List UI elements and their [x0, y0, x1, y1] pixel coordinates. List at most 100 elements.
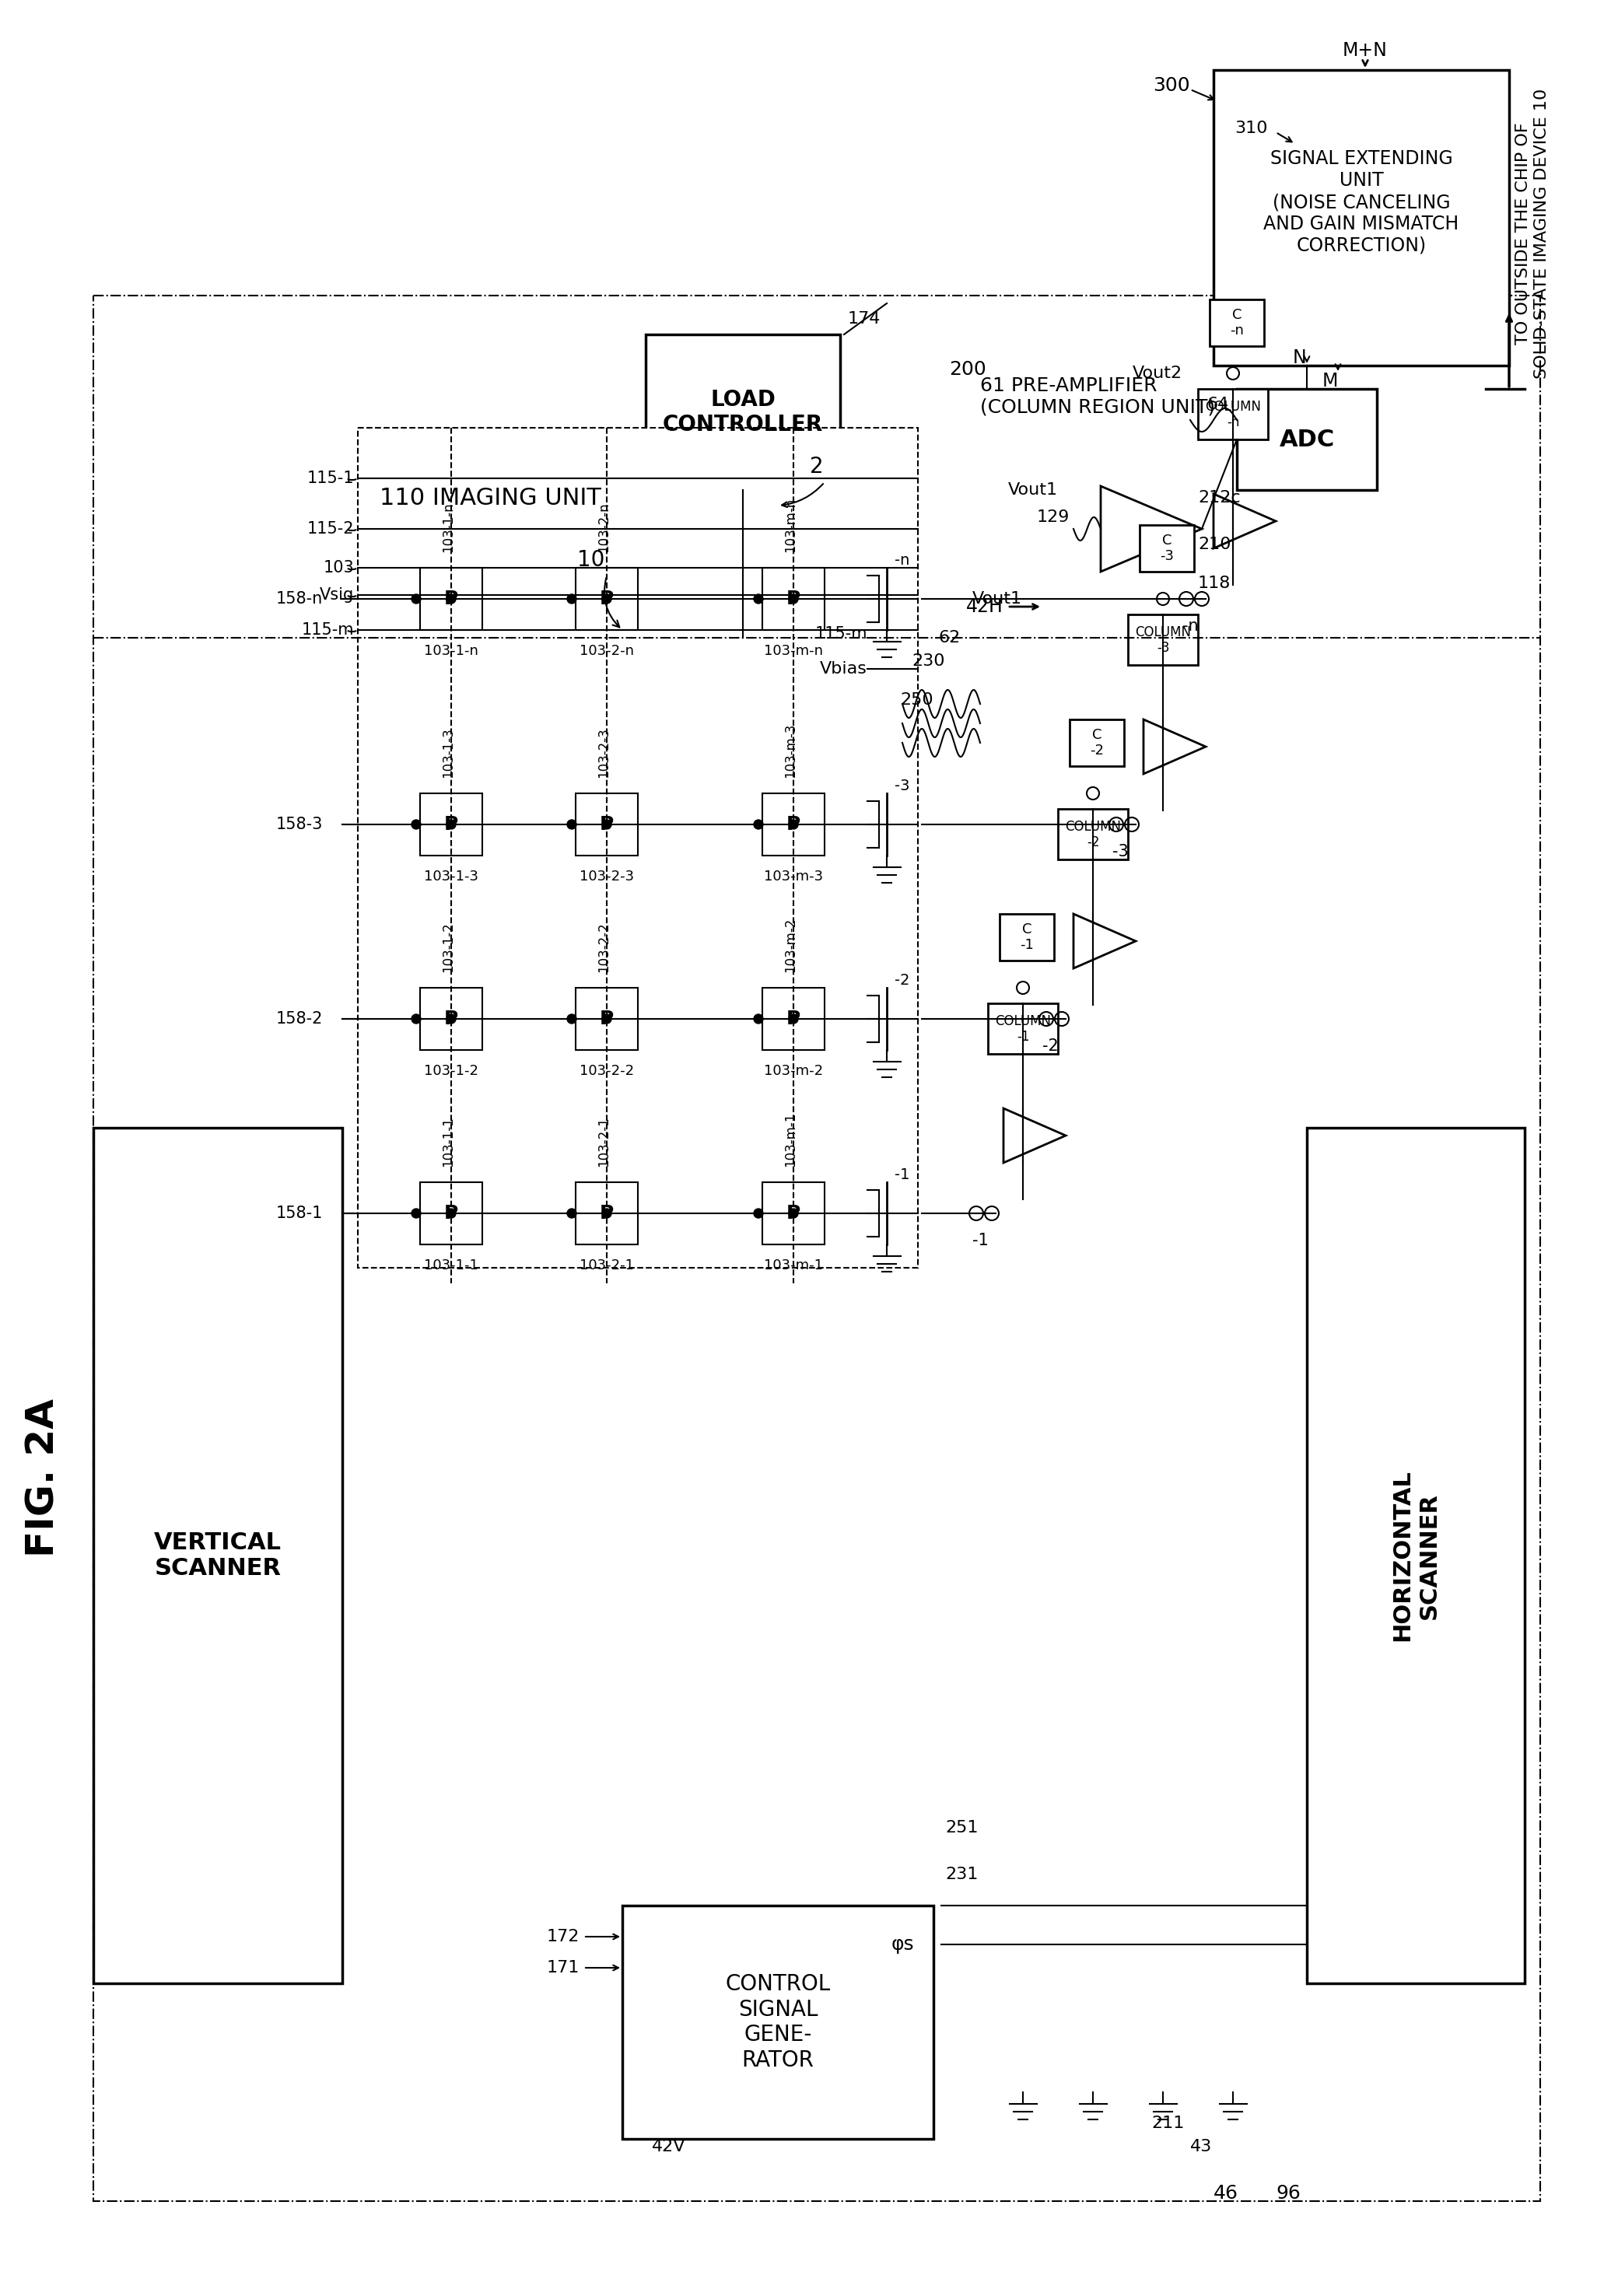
Text: N: N: [1293, 349, 1306, 367]
Text: 103-m-2: 103-m-2: [783, 918, 797, 971]
Text: 174: 174: [849, 312, 881, 326]
Text: 103-m-2: 103-m-2: [764, 1063, 823, 1079]
Text: 103-m-n: 103-m-n: [783, 498, 797, 553]
Text: 64: 64: [1208, 397, 1229, 413]
Text: 251: 251: [945, 1821, 978, 1835]
Text: 300: 300: [1153, 76, 1190, 94]
Circle shape: [754, 1015, 764, 1024]
Text: 115-1: 115-1: [306, 471, 354, 487]
Bar: [576, 987, 638, 1049]
Text: Vout1: Vout1: [1007, 482, 1059, 498]
Bar: [576, 567, 638, 629]
Text: 310: 310: [1235, 122, 1267, 135]
Text: 103-2-n: 103-2-n: [597, 503, 611, 553]
Text: FIG. 2A: FIG. 2A: [24, 1398, 61, 1557]
Text: 110 IMAGING UNIT: 110 IMAGING UNIT: [379, 487, 602, 510]
Bar: [1237, 388, 1376, 489]
Text: P: P: [600, 1010, 614, 1029]
Text: 103-1-2: 103-1-2: [441, 923, 456, 971]
Text: 103-m-n: 103-m-n: [764, 643, 823, 659]
Text: COLUMN
-n: COLUMN -n: [1205, 400, 1261, 429]
Circle shape: [446, 1015, 456, 1024]
Text: 2: 2: [810, 457, 823, 478]
Text: P: P: [600, 590, 614, 608]
Text: HORIZONTAL
SCANNER: HORIZONTAL SCANNER: [1391, 1469, 1440, 1642]
Text: 129: 129: [1036, 510, 1070, 526]
Text: 42V: 42V: [653, 2140, 687, 2154]
Text: -n: -n: [895, 553, 909, 567]
Bar: [988, 1003, 1059, 1054]
Text: 115-m: 115-m: [815, 627, 868, 641]
Text: 210: 210: [1198, 537, 1230, 553]
Text: ADC: ADC: [1278, 427, 1335, 450]
Text: -3: -3: [895, 778, 909, 792]
Text: P: P: [600, 815, 614, 833]
Text: TO OUTSIDE THE CHIP OF
SOLID-STATE IMAGING DEVICE 10: TO OUTSIDE THE CHIP OF SOLID-STATE IMAGI…: [1516, 87, 1549, 379]
Bar: [420, 567, 483, 629]
Circle shape: [789, 1015, 799, 1024]
Text: M+N: M+N: [1343, 41, 1387, 60]
Bar: [762, 1182, 824, 1244]
Text: P: P: [786, 815, 800, 833]
Circle shape: [568, 820, 576, 829]
Bar: [762, 987, 824, 1049]
Bar: [576, 794, 638, 856]
Text: 42H: 42H: [966, 597, 1004, 615]
Text: 103-m-1: 103-m-1: [783, 1111, 797, 1166]
Text: P: P: [444, 1203, 459, 1224]
Text: 96: 96: [1275, 2183, 1301, 2202]
Text: 103-2-1: 103-2-1: [597, 1116, 611, 1166]
Text: 103-1-3: 103-1-3: [441, 728, 456, 778]
Text: 103-1-n: 103-1-n: [441, 503, 456, 553]
Text: P: P: [444, 590, 459, 608]
Bar: [420, 794, 483, 856]
Text: C
-n: C -n: [1230, 308, 1243, 338]
Text: 103-1-n: 103-1-n: [423, 643, 478, 659]
Bar: [358, 427, 917, 1267]
Circle shape: [446, 820, 456, 829]
Text: 103-m-1: 103-m-1: [764, 1258, 823, 1272]
Bar: [762, 567, 824, 629]
Circle shape: [446, 1208, 456, 1217]
Bar: [1307, 1127, 1525, 1984]
Circle shape: [789, 820, 799, 829]
Text: -3: -3: [1112, 845, 1128, 859]
Text: 158-1: 158-1: [276, 1205, 322, 1221]
Text: C
-2: C -2: [1089, 728, 1104, 758]
Text: LOAD
CONTROLLER: LOAD CONTROLLER: [662, 388, 823, 436]
Text: P: P: [786, 1203, 800, 1224]
Text: 103-1-3: 103-1-3: [423, 870, 478, 884]
Text: VERTICAL
SCANNER: VERTICAL SCANNER: [154, 1531, 282, 1580]
Bar: [622, 1906, 934, 2140]
Text: 62: 62: [938, 629, 961, 645]
Text: Vbias: Vbias: [820, 661, 868, 677]
Circle shape: [412, 1015, 420, 1024]
Circle shape: [754, 1208, 764, 1217]
Text: Vsig: Vsig: [319, 588, 354, 604]
Bar: [1059, 808, 1128, 859]
Text: COLUMN
-1: COLUMN -1: [994, 1015, 1051, 1045]
Bar: [1070, 719, 1124, 767]
Text: M: M: [1322, 372, 1338, 390]
Text: 103-2-n: 103-2-n: [579, 643, 634, 659]
Bar: [646, 335, 840, 489]
Text: 10: 10: [577, 549, 605, 572]
Text: 212c: 212c: [1198, 489, 1240, 505]
Text: -1: -1: [895, 1166, 909, 1182]
Circle shape: [602, 820, 611, 829]
Text: 211: 211: [1152, 2115, 1184, 2131]
Circle shape: [754, 595, 764, 604]
Text: 103-2-2: 103-2-2: [579, 1063, 634, 1079]
Text: 103-2-1: 103-2-1: [579, 1258, 634, 1272]
Text: COLUMN
-2: COLUMN -2: [1065, 820, 1121, 850]
Bar: [1198, 388, 1267, 439]
Text: 250: 250: [900, 691, 934, 707]
Text: 158-3: 158-3: [276, 817, 322, 831]
Bar: [420, 987, 483, 1049]
Text: 115-m: 115-m: [302, 622, 354, 638]
Bar: [762, 794, 824, 856]
Text: 171: 171: [547, 1961, 579, 1975]
Text: P: P: [786, 590, 800, 608]
Text: 103-2-3: 103-2-3: [597, 728, 611, 778]
Bar: [93, 1127, 342, 1984]
